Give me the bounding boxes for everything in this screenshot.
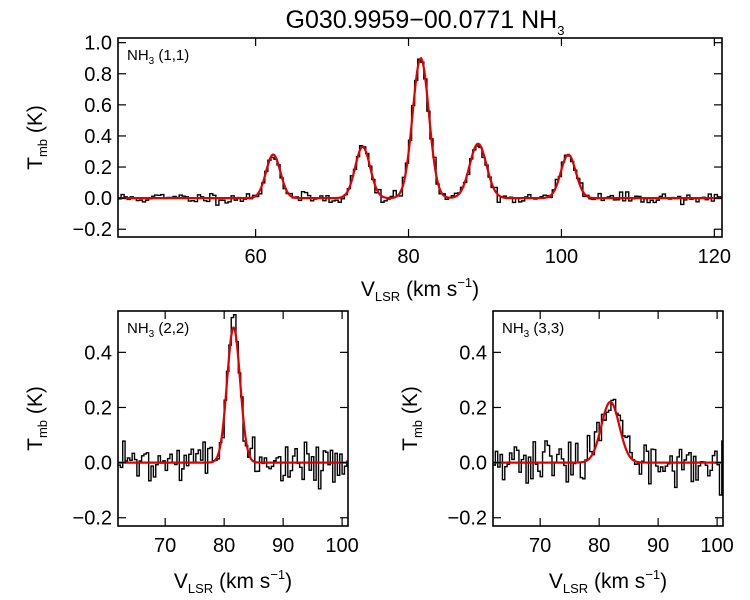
y-tick-label-p22-2: 0.2 bbox=[84, 397, 112, 419]
x-tick-label-p11-0: 60 bbox=[244, 246, 266, 268]
x-axis-label-p11: VLSR (km s−1) bbox=[361, 275, 479, 304]
x-tick-label-p33-3: 100 bbox=[700, 535, 733, 557]
fit-curve-p22 bbox=[118, 326, 348, 464]
x-tick-label-p11-2: 100 bbox=[545, 246, 578, 268]
panel-p11: 60 80 100 120 −0.2 0.0 0.2 0.4 0.6 0.8 1.0 NH3 (1,1… bbox=[24, 33, 731, 304]
figure-title: G030.9959−00.0771 NH3 bbox=[286, 6, 565, 38]
y-axis-label-p33: Tmb (K) bbox=[399, 386, 425, 451]
x-tick-label-p33-2: 90 bbox=[647, 535, 669, 557]
observed-spectrum-p22 bbox=[118, 314, 348, 490]
y-tick-label-p33-1: 0.0 bbox=[459, 453, 487, 475]
x-tick-label-p22-1: 80 bbox=[213, 535, 235, 557]
observed-spectrum-p11 bbox=[118, 58, 722, 206]
panels-group: 60 80 100 120 −0.2 0.0 0.2 0.4 0.6 0.8 1.0 NH3 (1,1… bbox=[24, 33, 734, 596]
plot-frame-p33 bbox=[492, 310, 724, 527]
x-axis-label-p22: VLSR (km s−1) bbox=[174, 567, 292, 596]
y-tick-label-p11-1: 0.0 bbox=[84, 188, 112, 210]
panel-p33: 70 80 90 100 −0.2 0.0 0.2 0.4 NH3 (3,3) VLSR (km … bbox=[399, 310, 734, 596]
y-axis-label-p22: Tmb (K) bbox=[24, 386, 50, 451]
fit-curve-p11 bbox=[118, 56, 722, 200]
panel-label-p33: NH3 (3,3) bbox=[502, 320, 564, 340]
y-tick-label-p33-3: 0.4 bbox=[459, 342, 487, 364]
x-tick-label-p33-1: 80 bbox=[588, 535, 610, 557]
panel-p22: 70 80 90 100 −0.2 0.0 0.2 0.4 NH3 (2,2) VLSR (km … bbox=[24, 310, 359, 596]
plot-frame-p22 bbox=[117, 310, 349, 527]
x-axis-label-p33: VLSR (km s−1) bbox=[549, 567, 667, 596]
y-tick-label-p11-0: −0.2 bbox=[73, 219, 112, 241]
plot-frame-p11 bbox=[117, 37, 723, 238]
observed-spectrum-p33 bbox=[493, 398, 723, 496]
y-tick-label-p11-5: 0.8 bbox=[84, 64, 112, 86]
x-tick-label-p22-3: 100 bbox=[325, 535, 358, 557]
y-tick-label-p22-1: 0.0 bbox=[84, 453, 112, 475]
y-axis-label-p11: Tmb (K) bbox=[24, 105, 50, 170]
panel-label-p11: NH3 (1,1) bbox=[127, 47, 189, 67]
y-tick-label-p33-0: −0.2 bbox=[448, 508, 487, 530]
x-tick-label-p11-1: 80 bbox=[397, 246, 419, 268]
y-tick-label-p22-3: 0.4 bbox=[84, 342, 112, 364]
y-tick-label-p11-4: 0.6 bbox=[84, 95, 112, 117]
x-tick-label-p22-2: 90 bbox=[272, 535, 294, 557]
y-tick-label-p11-3: 0.4 bbox=[84, 126, 112, 148]
panel-label-p22: NH3 (2,2) bbox=[127, 320, 189, 340]
y-tick-label-p22-0: −0.2 bbox=[73, 508, 112, 530]
y-tick-label-p11-2: 0.2 bbox=[84, 157, 112, 179]
fit-curve-p33 bbox=[493, 400, 723, 464]
x-tick-label-p11-3: 120 bbox=[698, 246, 731, 268]
x-tick-label-p22-0: 70 bbox=[154, 535, 176, 557]
y-tick-label-p11-6: 1.0 bbox=[84, 33, 112, 55]
x-tick-label-p33-0: 70 bbox=[529, 535, 551, 557]
y-tick-label-p33-2: 0.2 bbox=[459, 397, 487, 419]
